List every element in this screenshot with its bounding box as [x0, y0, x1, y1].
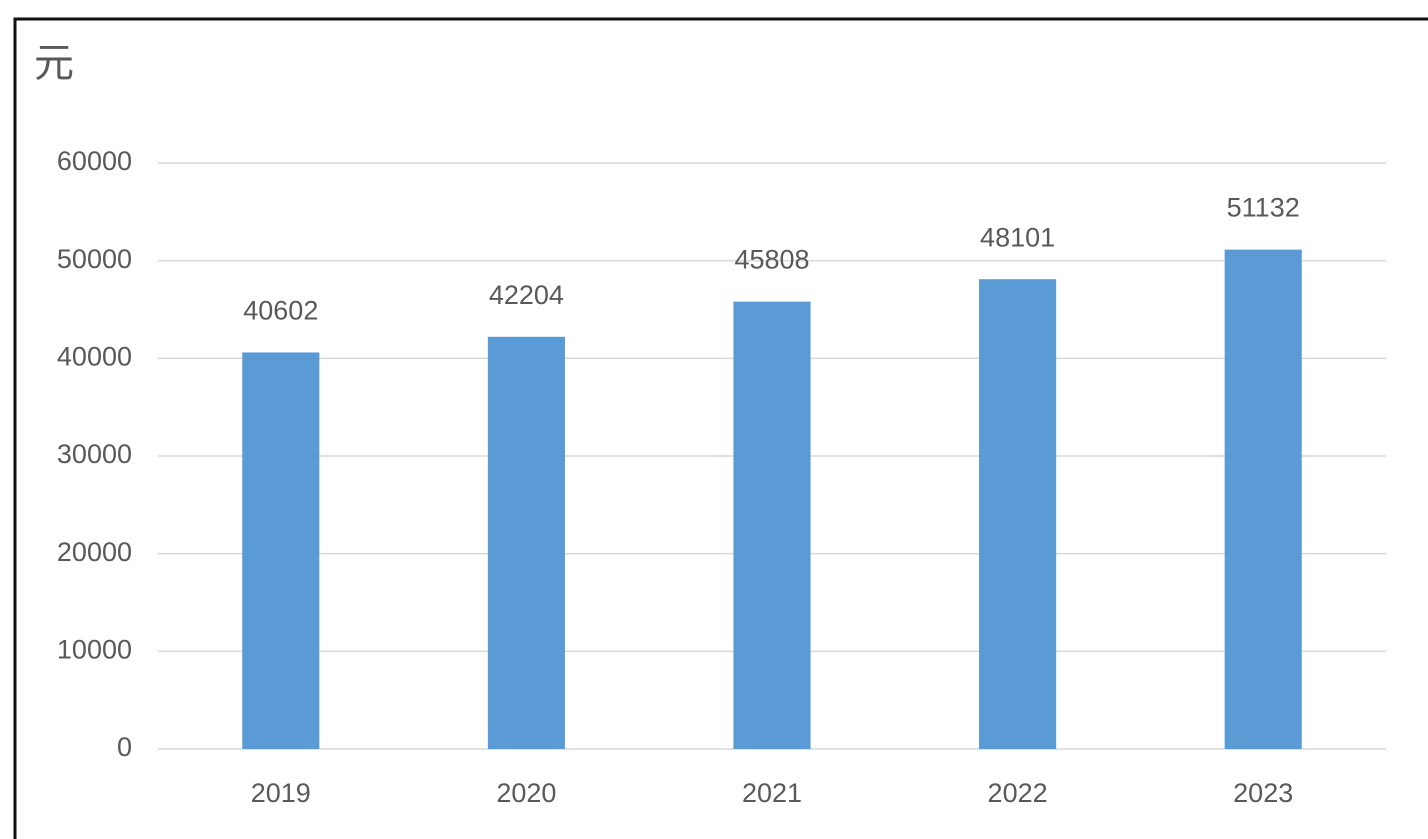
chart-frame [13, 17, 1428, 839]
x-tick-label: 2019 [251, 778, 311, 808]
data-label: 45808 [734, 245, 809, 275]
bar [242, 352, 320, 749]
y-tick-label: 30000 [57, 439, 132, 469]
data-label: 40602 [243, 296, 318, 326]
bar [487, 336, 565, 749]
y-tick-label: 0 [117, 732, 132, 762]
x-tick-label: 2021 [742, 778, 802, 808]
y-tick-label: 20000 [57, 537, 132, 567]
data-label: 42204 [489, 280, 564, 310]
y-tick-label: 50000 [57, 244, 132, 274]
x-tick-label: 2020 [496, 778, 556, 808]
data-label: 48101 [980, 222, 1055, 252]
y-tick-label: 60000 [57, 146, 132, 176]
bar [733, 301, 811, 749]
y-axis-label: 元 [34, 42, 74, 86]
x-tick-label: 2022 [988, 778, 1048, 808]
bar [979, 279, 1057, 749]
y-tick-label: 40000 [57, 341, 132, 371]
bar [1224, 249, 1302, 750]
data-label: 51132 [1227, 193, 1300, 223]
y-tick-label: 10000 [57, 634, 132, 664]
x-tick-label: 2023 [1233, 778, 1293, 808]
